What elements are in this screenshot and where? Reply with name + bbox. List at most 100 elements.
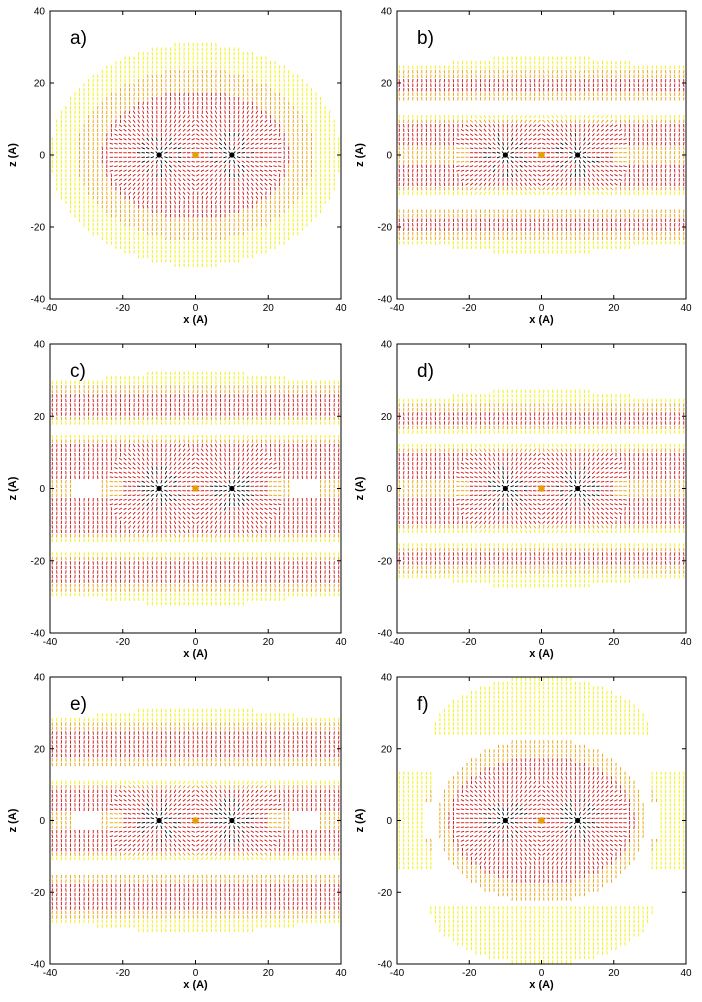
field-vector [551,143,554,144]
field-vector [484,124,486,127]
field-vector [234,142,235,145]
field-vector [201,148,204,149]
field-vector [152,187,153,190]
field-vector [265,120,267,122]
panel-b: -40 -20 0 20 4040200-20-40x (A)z (A)b) [354,7,692,327]
field-vector [201,161,204,162]
field-vector [178,138,181,140]
field-vector [470,161,473,162]
field-vector [520,187,521,190]
field-vector [588,169,590,172]
field-vector [538,188,540,190]
field-vector [307,111,308,114]
field-vector [196,170,199,171]
field-vector [293,133,294,136]
field-vector [260,183,262,185]
field-vector [238,192,239,195]
field-vector [205,138,208,140]
field-vector [444,129,445,132]
field-vector [132,161,135,162]
field-vector [565,165,567,167]
field-vector [530,70,531,73]
field-vector [584,124,585,127]
field-vector [79,192,80,195]
field-vector [516,174,518,177]
field-vector [683,84,684,87]
field-vector [493,165,495,167]
field-vector [225,129,226,132]
y-tick-label: 0 [39,151,45,162]
field-vector [588,187,589,190]
field-vector [219,157,222,158]
field-vector [242,133,244,136]
field-vector [524,143,527,145]
field-vector [174,143,177,145]
field-vector [547,183,549,185]
field-vector [133,183,135,186]
field-vector [298,228,299,231]
field-vector [138,196,139,199]
field-vector [256,120,258,123]
field-vector [256,129,258,131]
field-vector [225,196,226,199]
field-vector [547,138,550,140]
field-vector [665,192,666,195]
field-vector [520,165,523,167]
field-vector [566,183,567,186]
field-vector [553,214,554,217]
field-vector [465,166,468,167]
field-vector [467,70,468,73]
field-vector [426,192,427,195]
field-vector [584,187,585,190]
field-vector [288,174,289,177]
field-vector [566,133,568,136]
field-vector [133,134,136,136]
field-vector [593,129,595,132]
field-vector [178,174,180,176]
field-vector [597,138,600,140]
field-vector [193,259,194,262]
field-vector [497,152,500,153]
field-vector [634,219,635,222]
field-vector [247,120,248,123]
field-vector [142,143,145,145]
field-vector [256,196,258,199]
field-vector [128,179,131,181]
field-vector [132,148,135,149]
field-vector [206,129,208,131]
field-vector [61,566,62,569]
field-vector [273,170,276,171]
field-vector [512,223,513,226]
field-vector [520,174,522,177]
field-vector [475,192,477,195]
field-vector [592,174,594,177]
field-vector [638,133,639,136]
field-vector [128,183,130,185]
field-vector [592,133,594,136]
field-vector [178,134,180,136]
field-vector [251,120,253,123]
field-vector [196,179,199,181]
field-vector [243,124,244,127]
field-vector [661,187,662,190]
field-vector [187,179,190,181]
field-vector [534,187,536,190]
field-vector [293,111,294,114]
field-vector [116,88,117,91]
field-vector [492,157,495,158]
field-vector [320,169,321,172]
field-vector [570,147,572,149]
field-vector [247,196,248,199]
field-vector [220,196,221,199]
field-vector [183,129,185,131]
field-vector [547,143,550,144]
field-vector [570,169,571,172]
field-vector [606,187,608,190]
field-vector [142,161,145,162]
field-vector [489,187,490,190]
field-vector [179,187,181,190]
field-vector [170,250,171,253]
field-vector [570,183,571,186]
field-vector [507,160,508,163]
field-vector [494,120,495,123]
